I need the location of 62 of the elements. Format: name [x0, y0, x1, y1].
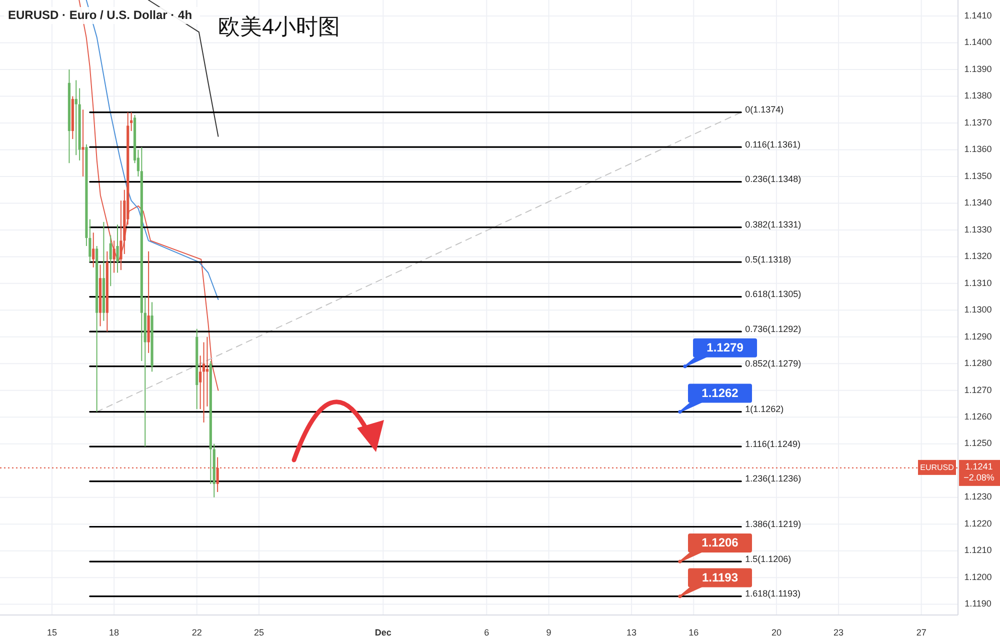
y-tick-label: 1.1220 — [964, 518, 992, 528]
y-tick-label: 1.1250 — [964, 438, 992, 448]
candlestick — [82, 109, 84, 177]
x-tick-label: 15 — [46, 627, 57, 638]
y-tick-label: 1.1360 — [964, 144, 992, 154]
series-label: 1.236(1.1236) — [745, 474, 802, 484]
y-tick-label: 1.1260 — [964, 412, 992, 422]
series-label: 0.382(1.1331) — [745, 220, 802, 230]
annotation: 1.1206 — [702, 536, 739, 550]
y-tick-label: 1.1200 — [964, 572, 992, 582]
x-tick-label: 9 — [546, 627, 552, 638]
series-label: 1.5(1.1206) — [745, 554, 792, 564]
y-tick-label: 1.1230 — [964, 492, 992, 502]
series-label: 0(1.1374) — [745, 104, 784, 115]
text: 1.1241 — [965, 461, 993, 472]
annotation: 1.1279 — [706, 340, 744, 354]
y-tick-label: 1.1400 — [964, 37, 992, 48]
x-tick-label: 6 — [484, 627, 490, 638]
y-tick-label: 1.1320 — [964, 251, 992, 262]
text: 欧美4小时图 — [218, 14, 340, 39]
series-label: 1(1.1262) — [745, 404, 784, 414]
text: −2.08% — [964, 472, 994, 482]
candlestick — [109, 234, 112, 287]
x-tick-label: 22 — [192, 627, 202, 638]
annotation: 1.1193 — [702, 570, 738, 584]
y-tick-label: 1.1340 — [964, 198, 992, 208]
series-label: 0.116(1.1361) — [745, 139, 800, 150]
x-tick-label: 13 — [626, 627, 637, 638]
x-tick-label: 27 — [916, 627, 926, 638]
series-label: 1.386(1.1219) — [745, 519, 802, 530]
y-tick-label: 1.1310 — [964, 278, 992, 288]
x-tick-label: 16 — [688, 627, 699, 638]
ref-line-label: EURUSD — [920, 463, 954, 472]
y-tick-label: 1.1190 — [964, 598, 992, 609]
series-label: 1.116(1.1249) — [745, 438, 800, 449]
y-tick-label: 1.1410 — [964, 10, 992, 20]
candlestick — [116, 224, 119, 274]
candlestick — [92, 232, 95, 268]
series-label: 0.618(1.1305) — [745, 289, 802, 300]
y-tick-label: 1.1330 — [964, 224, 992, 234]
series-label: 0.852(1.1279) — [745, 358, 802, 369]
y-tick-label: 1.1370 — [964, 117, 992, 128]
series-label: 1.618(1.1193) — [745, 588, 800, 599]
series-label: 0.236(1.1348) — [745, 174, 802, 184]
y-tick-label: 1.1350 — [964, 170, 992, 181]
series-label: 0.736(1.1292) — [745, 324, 802, 334]
annotation: EURUSD · Euro / U.S. Dollar · 4h — [8, 8, 192, 22]
x-tick-label: 20 — [771, 627, 782, 638]
x-tick-label: 18 — [109, 627, 120, 638]
x-tick-label: 23 — [834, 627, 844, 638]
y-tick-label: 1.1210 — [964, 545, 992, 556]
y-tick-label: 1.1380 — [964, 90, 992, 101]
x-tick-label: 25 — [254, 627, 264, 638]
y-tick-label: 1.1290 — [964, 331, 992, 342]
candlestick — [112, 240, 116, 274]
y-tick-label: 1.1270 — [964, 384, 992, 395]
y-tick-label: 1.1390 — [964, 64, 992, 74]
x-tick-label: Dec — [374, 627, 392, 638]
y-tick-label: 1.1280 — [964, 358, 992, 368]
annotation: 1.1262 — [702, 386, 739, 400]
y-tick-label: 1.1300 — [964, 304, 992, 315]
series-label: 0.5(1.1318) — [745, 254, 792, 264]
